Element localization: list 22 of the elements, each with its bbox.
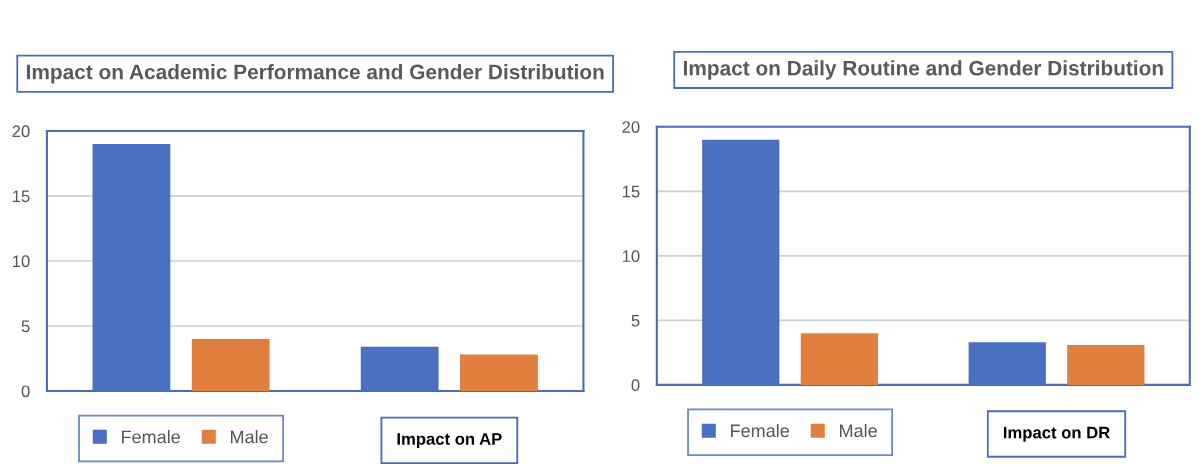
y-tick-label: 10 xyxy=(622,250,640,263)
y-tick-label: 20 xyxy=(12,125,30,138)
y-tick-label: 5 xyxy=(631,314,640,327)
y-tick-label: 0 xyxy=(21,385,30,398)
legend-label: Male xyxy=(230,430,268,444)
y-tick-label: 5 xyxy=(21,320,30,333)
legend-label: Female xyxy=(731,423,789,438)
y-tick-label: 15 xyxy=(12,190,30,203)
bar xyxy=(800,333,878,385)
y-tick-label: 15 xyxy=(622,185,640,198)
chart-title: Impact on Academic Performance and Gender Distribution xyxy=(26,64,604,84)
y-tick-label: 20 xyxy=(622,121,640,133)
legend-label: Male xyxy=(840,423,877,438)
x-axis-title: Impact on AP xyxy=(397,433,502,449)
bar xyxy=(1067,344,1145,385)
y-tick-label: 0 xyxy=(631,379,640,392)
legend-label: Female xyxy=(122,430,180,444)
bar xyxy=(191,338,270,391)
chart-title: Impact on Daily Routine and Gender Distribution xyxy=(683,60,1163,80)
bar xyxy=(460,354,538,391)
y-tick-label: 10 xyxy=(12,255,30,268)
x-axis-title: Impact on DR xyxy=(1003,426,1110,442)
